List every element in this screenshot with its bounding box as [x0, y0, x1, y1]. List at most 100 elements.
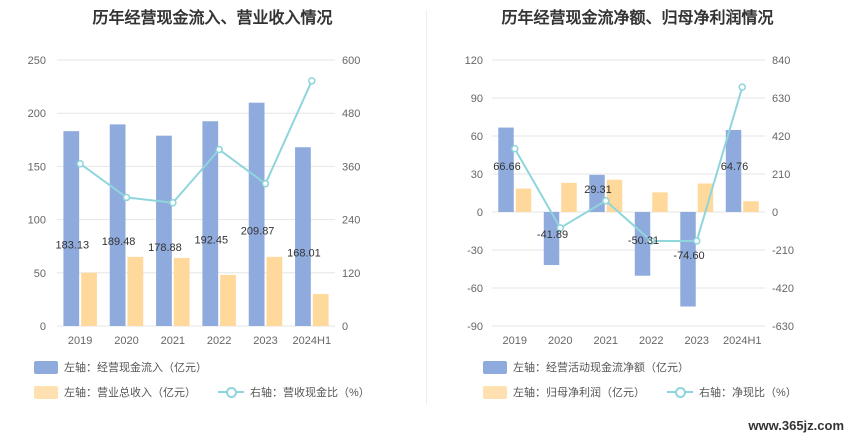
bar-secondary — [312, 294, 329, 326]
line-point — [602, 197, 610, 205]
line-point — [738, 83, 746, 91]
line-point — [169, 199, 177, 207]
y-tick-label-right: 480 — [342, 108, 360, 120]
x-tick-label: 2021 — [161, 335, 185, 347]
legend-label: 左轴：经营活动现金流净额（亿元） — [513, 362, 689, 374]
right-chart-canvas: -90 -60 -30 0 30 60 90 120 -630 -420 -210 0 210 420 63… — [465, 55, 794, 347]
y-tick-label-left: 250 — [28, 55, 46, 67]
bar-primary — [109, 124, 126, 326]
data-label: 168.01 — [287, 248, 321, 260]
y-tick-label-right: -630 — [772, 321, 794, 333]
y-tick-label-left: 60 — [471, 131, 483, 143]
watermark: www.365jz.com — [748, 418, 844, 433]
legend-swatch — [483, 360, 507, 374]
legend-label: 左轴：营业总收入（亿元） — [64, 387, 196, 399]
panel-divider — [426, 10, 427, 405]
data-label: 64.76 — [721, 161, 749, 173]
legend-line-icon — [667, 385, 693, 399]
bar-primary — [202, 121, 219, 326]
x-tick-label: 2024H1 — [723, 335, 762, 347]
bar-secondary — [652, 192, 668, 212]
legend-swatch — [483, 385, 507, 399]
data-label: 192.45 — [194, 235, 228, 247]
series-line — [79, 80, 313, 204]
bar-secondary — [127, 256, 144, 326]
data-label: 66.66 — [493, 161, 521, 173]
y-tick-label-right: 420 — [772, 131, 790, 143]
bar-secondary — [743, 201, 759, 212]
y-tick-label-left: -90 — [467, 321, 483, 333]
left-chart-panel: 历年经营现金流入、营业收入情况 0 50 100 150 200 250 0 120 240 36… — [28, 10, 370, 400]
legend-label: 左轴：经营现金流入（亿元） — [64, 362, 207, 374]
bar-primary — [248, 102, 265, 326]
x-tick-label: 2022 — [207, 335, 231, 347]
y-tick-label-right: 0 — [342, 321, 348, 333]
legend-item-cash-inflow[interactable]: 左轴：经营现金流入（亿元） — [34, 359, 207, 375]
left-chart-canvas: 0 50 100 150 200 250 0 120 240 360 480 600 2019 2020 2… — [28, 55, 361, 347]
legend-item-revenue[interactable]: 左轴：营业总收入（亿元） — [34, 384, 196, 400]
data-label: -74.60 — [673, 250, 704, 262]
bar-secondary — [220, 274, 236, 326]
series-line — [513, 86, 744, 242]
line-point — [556, 224, 564, 232]
legend-item-net-operating-cashflow[interactable]: 左轴：经营活动现金流净额（亿元） — [483, 359, 689, 375]
x-tick-label: 2022 — [639, 335, 663, 347]
bar-primary — [680, 212, 696, 307]
bar-secondary — [173, 257, 190, 326]
legend-label: 左轴：归母净利润（亿元） — [513, 387, 645, 399]
bar-primary — [543, 212, 560, 266]
bar-secondary — [266, 256, 283, 326]
line-point — [511, 144, 519, 153]
x-tick-label: 2020 — [114, 335, 138, 347]
line-point — [308, 77, 316, 85]
y-tick-label-right: 210 — [772, 169, 790, 181]
data-label: 183.13 — [55, 240, 89, 252]
y-tick-label-left: -30 — [467, 245, 483, 257]
line-point — [122, 193, 131, 202]
legend-item-net-cash-ratio[interactable]: 右轴：净现比（%） — [667, 384, 797, 400]
y-tick-label-left: 150 — [28, 161, 46, 173]
y-tick-label-right: 120 — [342, 268, 360, 280]
y-tick-label-right: 0 — [772, 207, 778, 219]
bar-secondary — [561, 182, 577, 212]
chart-title: 历年经营现金流净额、归母净利润情况 — [501, 10, 774, 27]
right-chart-panel: 历年经营现金流净额、归母净利润情况 -90 -60 -30 0 30 60 90 120 -63… — [425, 0, 850, 437]
bar-primary — [634, 212, 651, 276]
bar-primary — [156, 135, 172, 326]
y-tick-label-left: 0 — [477, 207, 483, 219]
line-point — [693, 237, 701, 245]
data-label: 178.88 — [148, 242, 182, 254]
y-tick-label-right: 600 — [342, 55, 360, 67]
x-tick-label: 2023 — [253, 335, 277, 347]
legend-swatch — [34, 360, 58, 374]
legend-item-cash-revenue-ratio[interactable]: 右轴：营收现金比（%） — [218, 384, 370, 400]
bar-primary — [63, 131, 80, 326]
y-tick-label-left: 100 — [28, 215, 46, 227]
legend-label: 右轴：净现比（%） — [699, 387, 797, 399]
x-tick-label: 2021 — [594, 335, 618, 347]
y-tick-label-right: 630 — [772, 93, 790, 105]
legend-swatch — [34, 385, 58, 399]
x-tick-label: 2019 — [503, 335, 527, 347]
x-tick-label: 2019 — [68, 335, 92, 347]
y-tick-label-right: 840 — [772, 55, 790, 67]
x-tick-label: 2020 — [548, 335, 572, 347]
bar-primary — [295, 147, 311, 326]
y-tick-label-right: 360 — [342, 161, 360, 173]
data-label: 209.87 — [241, 225, 275, 237]
y-tick-label-left: -60 — [467, 283, 483, 295]
line-point — [215, 145, 223, 154]
x-tick-label: 2024H1 — [293, 335, 332, 347]
legend-item-net-profit[interactable]: 左轴：归母净利润（亿元） — [483, 384, 645, 400]
data-label: -50.31 — [628, 235, 659, 247]
legend-line-icon — [218, 385, 244, 399]
y-tick-label-left: 90 — [471, 93, 483, 105]
bar-secondary — [515, 188, 532, 212]
legend-label: 右轴：营收现金比（%） — [250, 387, 370, 399]
bar-secondary — [81, 272, 97, 326]
y-tick-label-left: 50 — [34, 268, 46, 280]
line-point — [647, 237, 655, 245]
data-label: -41.89 — [537, 229, 568, 241]
y-tick-label-left: 200 — [28, 108, 46, 120]
data-label: 29.31 — [584, 184, 612, 196]
